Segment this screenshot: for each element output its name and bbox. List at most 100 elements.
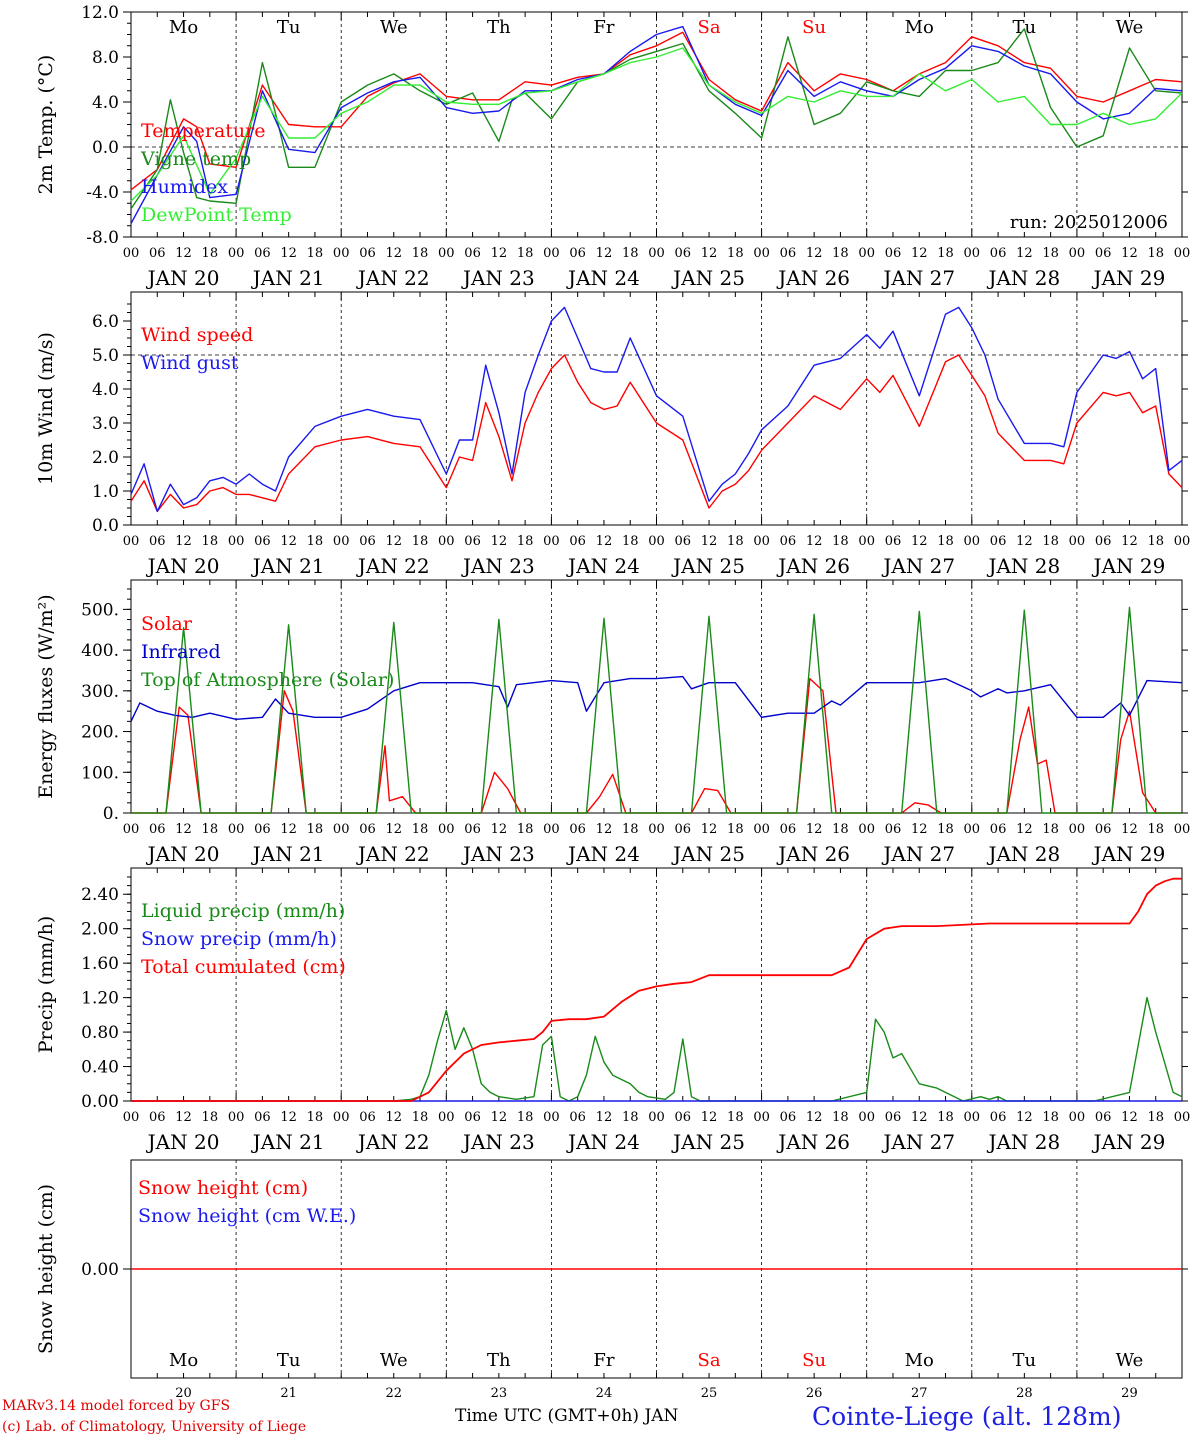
hour-tick-label: 00 xyxy=(228,534,245,549)
hour-tick-label: 18 xyxy=(517,1110,534,1125)
y-tick-label: -4.0 xyxy=(86,183,119,203)
hour-tick-label: 06 xyxy=(149,534,166,549)
hour-tick-label: 00 xyxy=(228,246,245,261)
hour-tick-label: 06 xyxy=(780,246,797,261)
y-axis-label: Snow height (cm) xyxy=(35,1184,57,1354)
series-line-liquid-precip-mm-h- xyxy=(131,996,1183,1102)
panel-4 xyxy=(123,867,1188,1102)
y-tick-label: 400. xyxy=(81,641,119,661)
lab-credit: (c) Lab. of Climatology, University of L… xyxy=(2,1419,307,1435)
date-label: JAN 22 xyxy=(356,554,430,578)
hour-tick-label: 06 xyxy=(359,1110,376,1125)
hour-tick-label: 18 xyxy=(727,1110,744,1125)
hour-tick-label: 00 xyxy=(543,534,560,549)
hour-tick-label: 06 xyxy=(569,534,586,549)
date-label: JAN 22 xyxy=(356,1130,430,1154)
series-line-dewpoint-temp xyxy=(130,47,1183,202)
hour-tick-label: 00 xyxy=(333,534,350,549)
weekday-label: Tu xyxy=(277,1350,301,1371)
hour-tick-label: 00 xyxy=(1069,534,1086,549)
weekday-label: We xyxy=(380,17,408,38)
hour-tick-label: 00 xyxy=(1069,1110,1086,1125)
hour-tick-label: 06 xyxy=(990,246,1007,261)
date-label: JAN 29 xyxy=(1092,842,1166,866)
hour-tick-label: 00 xyxy=(438,822,455,837)
date-label: JAN 24 xyxy=(566,266,640,290)
hour-tick-label: 00 xyxy=(333,246,350,261)
hour-tick-label: 18 xyxy=(622,534,639,549)
y-tick-label: 0.00 xyxy=(81,1092,119,1112)
date-label: JAN 23 xyxy=(461,554,535,578)
legend-entry: Snow height (cm W.E.) xyxy=(138,1205,356,1227)
hour-tick-label: 06 xyxy=(149,246,166,261)
y-tick-label: 6.0 xyxy=(92,312,119,332)
weekday-label: We xyxy=(1116,1350,1144,1371)
hour-tick-label: 00 xyxy=(543,246,560,261)
hour-tick-label: 18 xyxy=(412,1110,429,1125)
hour-tick-label: 12 xyxy=(1121,534,1138,549)
hour-tick-label: 12 xyxy=(175,1110,192,1125)
hour-tick-label: 18 xyxy=(412,534,429,549)
panel-3 xyxy=(123,579,1188,814)
y-tick-label: 300. xyxy=(81,682,119,702)
hour-tick-label: 00 xyxy=(648,822,665,837)
hour-tick-label: 12 xyxy=(385,534,402,549)
hour-tick-label: 12 xyxy=(280,1110,297,1125)
legend-entry: DewPoint Temp xyxy=(141,204,292,226)
date-label: JAN 26 xyxy=(776,1130,850,1154)
hour-tick-label: 12 xyxy=(806,534,823,549)
hour-tick-label: 18 xyxy=(937,534,954,549)
hour-tick-label: 18 xyxy=(1147,246,1164,261)
hour-tick-label: 12 xyxy=(1121,822,1138,837)
hour-tick-label: 12 xyxy=(175,534,192,549)
hour-tick-label: 18 xyxy=(832,534,849,549)
hour-tick-label: 12 xyxy=(806,246,823,261)
hour-tick-label: 12 xyxy=(911,534,928,549)
hour-tick-label: 18 xyxy=(622,246,639,261)
hour-tick-label: 12 xyxy=(491,1110,508,1125)
hour-tick-label: 06 xyxy=(990,822,1007,837)
legend-entry: Snow precip (mm/h) xyxy=(141,928,337,950)
hour-tick-label: 00 xyxy=(1174,822,1191,837)
date-label: JAN 28 xyxy=(986,554,1060,578)
date-label: JAN 22 xyxy=(356,842,430,866)
hour-tick-label: 06 xyxy=(1095,534,1112,549)
hour-tick-label: 00 xyxy=(753,1110,770,1125)
hour-tick-label: 12 xyxy=(385,822,402,837)
date-label: JAN 23 xyxy=(461,266,535,290)
y-axis-label: 2m Temp. (°C) xyxy=(35,55,57,195)
hour-tick-label: 18 xyxy=(307,246,324,261)
hour-tick-label: 00 xyxy=(228,822,245,837)
hour-tick-label: 18 xyxy=(1147,1110,1164,1125)
legend-entry: Solar xyxy=(141,613,193,635)
hour-tick-label: 18 xyxy=(412,822,429,837)
legend-entry: Snow height (cm) xyxy=(138,1177,308,1199)
date-label: JAN 20 xyxy=(146,1130,220,1154)
date-label: JAN 27 xyxy=(881,1130,955,1154)
hour-tick-label: 06 xyxy=(1095,1110,1112,1125)
date-label: JAN 24 xyxy=(566,1130,640,1154)
hour-tick-label: 06 xyxy=(885,534,902,549)
hour-tick-label: 06 xyxy=(885,246,902,261)
hour-tick-label: 18 xyxy=(832,1110,849,1125)
hour-tick-label: 12 xyxy=(385,1110,402,1125)
hour-tick-label: 12 xyxy=(701,534,718,549)
hour-tick-label: 00 xyxy=(648,246,665,261)
date-label: JAN 24 xyxy=(566,554,640,578)
legend-entry: Infrared xyxy=(141,641,221,663)
hour-tick-label: 18 xyxy=(202,246,219,261)
hour-tick-label: 18 xyxy=(1042,246,1059,261)
hour-tick-label: 00 xyxy=(1174,534,1191,549)
hour-tick-label: 12 xyxy=(491,534,508,549)
panel-2 xyxy=(123,291,1188,526)
hour-tick-label: 00 xyxy=(228,1110,245,1125)
hour-tick-label: 18 xyxy=(622,1110,639,1125)
hour-tick-label: 12 xyxy=(911,822,928,837)
day-number-label: 26 xyxy=(806,1386,823,1401)
legend-entry: Humidex xyxy=(141,176,228,198)
hour-tick-label: 06 xyxy=(675,534,692,549)
panel-5 xyxy=(123,1159,1188,1379)
hour-tick-label: 12 xyxy=(911,246,928,261)
hour-tick-label: 06 xyxy=(359,822,376,837)
